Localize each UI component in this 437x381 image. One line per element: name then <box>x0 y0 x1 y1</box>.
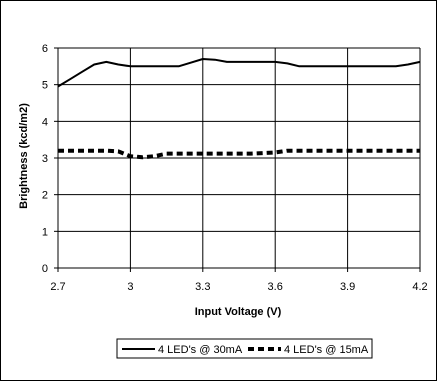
series-line-30ma <box>57 58 421 88</box>
legend-label-30ma: 4 LED's @ 30mA <box>158 344 243 356</box>
y-tick-label: 1 <box>42 226 48 238</box>
series-line-15ma <box>58 148 420 160</box>
legend-box <box>116 338 373 359</box>
y-tick-labels: 0 1 2 3 4 5 6 <box>42 43 48 275</box>
y-tick-label: 6 <box>42 43 48 55</box>
axes <box>54 47 421 272</box>
y-axis-title: Brightness (kcd/m2) <box>18 103 30 209</box>
y-tick-label: 0 <box>42 263 48 275</box>
legend: 4 LED's @ 30mA 4 LED's @ 15mA <box>116 338 373 359</box>
x-tick-label: 3.9 <box>340 281 355 293</box>
x-tick-label: 3.3 <box>195 281 210 293</box>
series-lines <box>57 58 421 160</box>
x-axis-title: Input Voltage (V) <box>195 306 282 318</box>
x-tick-label: 3.6 <box>268 281 283 293</box>
x-tick-label: 2.7 <box>50 281 65 293</box>
y-tick-label: 5 <box>42 80 48 92</box>
y-tick-label: 3 <box>42 153 48 165</box>
x-tick-label: 3 <box>127 281 133 293</box>
y-tick-label: 4 <box>42 116 48 128</box>
x-tick-labels: 2.7 3 3.3 3.6 3.9 4.2 <box>50 281 427 293</box>
legend-label-15ma: 4 LED's @ 15mA <box>284 344 369 356</box>
gridlines <box>58 47 421 268</box>
x-tick-label: 4.2 <box>412 281 427 293</box>
y-tick-label: 2 <box>42 190 48 202</box>
